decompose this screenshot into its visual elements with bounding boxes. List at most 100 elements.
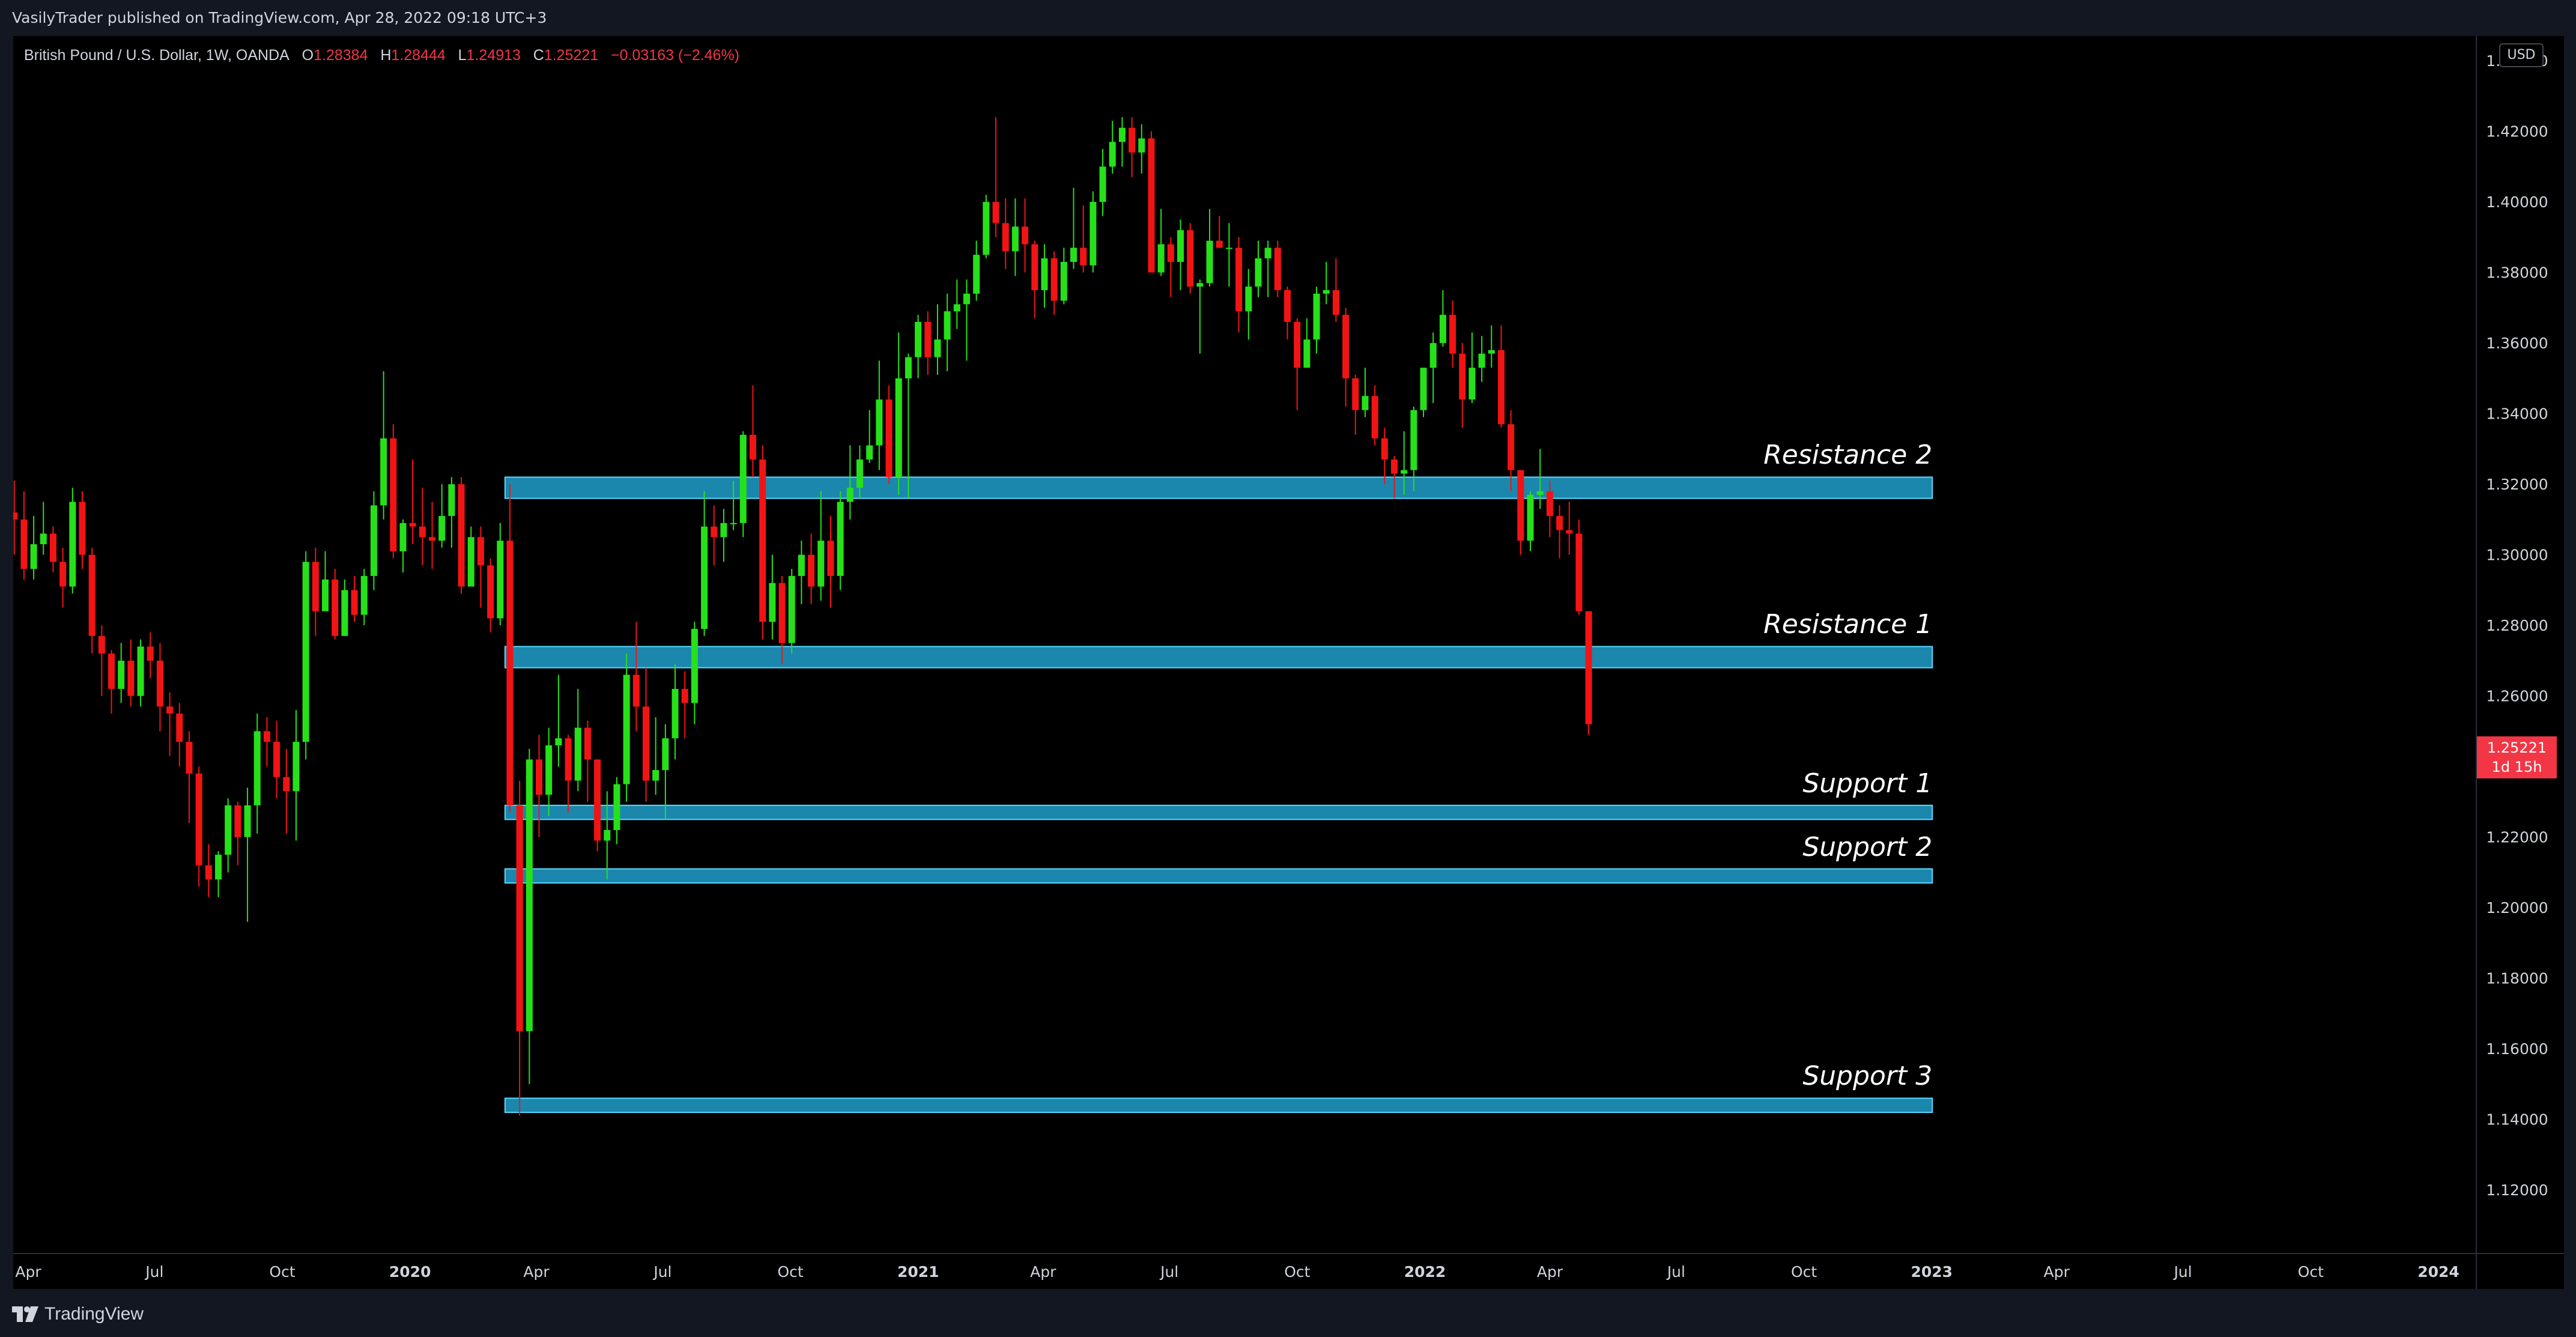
candle-body xyxy=(973,255,980,294)
time-tick-label: 2022 xyxy=(1404,1263,1446,1281)
candle-body xyxy=(195,773,202,866)
candle xyxy=(1323,262,1330,305)
candle-body xyxy=(1177,230,1184,262)
candles-layer xyxy=(13,117,1592,1116)
candle-body xyxy=(458,484,465,587)
candle-body xyxy=(574,727,581,781)
chart-area[interactable]: 1.440001.420001.400001.380001.360001.340… xyxy=(13,36,2564,1289)
candle-body xyxy=(79,502,86,555)
candle-body xyxy=(584,727,591,760)
resistance-1-zone[interactable] xyxy=(504,646,1933,668)
candle xyxy=(1118,117,1126,167)
candle xyxy=(1022,198,1029,273)
support-3-zone[interactable] xyxy=(504,1097,1933,1113)
candle xyxy=(1488,325,1495,368)
symbol-legend: British Pound / U.S. Dollar, 1W, OANDA O… xyxy=(24,47,739,64)
candle-body xyxy=(1323,290,1330,294)
candle xyxy=(973,240,980,301)
candle xyxy=(458,477,465,594)
candle xyxy=(1070,187,1077,269)
candle-body xyxy=(1148,138,1155,273)
candle xyxy=(536,735,543,837)
candle-body xyxy=(1303,339,1311,368)
candle-body xyxy=(536,759,543,795)
candle xyxy=(1148,131,1155,273)
candle xyxy=(1225,223,1232,287)
candle xyxy=(477,526,484,608)
candle-body xyxy=(759,459,766,622)
time-tick-label: 2021 xyxy=(897,1263,939,1281)
candle-body xyxy=(351,590,358,615)
candle xyxy=(1216,216,1223,248)
candle xyxy=(720,509,727,562)
candle xyxy=(1527,491,1534,551)
candle-body xyxy=(108,653,115,689)
candle-body xyxy=(1070,247,1077,262)
brand-name: TradingView xyxy=(44,1304,144,1324)
price-tick-label: 1.26000 xyxy=(2486,688,2548,705)
candle-body xyxy=(49,533,56,562)
time-tick-label: Oct xyxy=(1284,1263,1310,1281)
candle xyxy=(1041,244,1048,308)
price-tick-label: 1.32000 xyxy=(2486,476,2548,493)
candle xyxy=(59,547,67,608)
candle xyxy=(1187,223,1194,294)
candle xyxy=(380,371,387,520)
candle-body xyxy=(497,541,504,619)
candle xyxy=(769,554,776,640)
candle xyxy=(613,777,620,844)
candle-body xyxy=(604,829,611,841)
price-chart[interactable]: 1.440001.420001.400001.380001.360001.340… xyxy=(13,36,2564,1289)
time-axis[interactable]: Apr Jul Oct 2020 Apr Jul Oct 2021 Apr Jul Oct 2022 A… xyxy=(15,1263,2459,1281)
candle-body xyxy=(1420,368,1427,410)
tradingview-brand[interactable]: TradingView xyxy=(12,1302,144,1326)
support-2-zone[interactable] xyxy=(504,868,1933,884)
candle xyxy=(147,632,154,679)
price-tick-label: 1.38000 xyxy=(2486,264,2548,282)
candle-body xyxy=(1255,258,1262,287)
candle xyxy=(652,717,659,795)
candle-body xyxy=(1575,533,1583,611)
candle-body xyxy=(876,399,883,446)
candle xyxy=(283,748,290,834)
zones-layer xyxy=(504,476,1933,1113)
candle-body xyxy=(516,805,523,1031)
candle xyxy=(632,622,640,732)
time-tick-label: Jul xyxy=(1159,1263,1178,1281)
candle-body xyxy=(1274,247,1281,291)
candle-body xyxy=(1167,244,1174,262)
candle-body xyxy=(739,434,747,523)
candle-body xyxy=(1508,424,1515,470)
support-1-zone[interactable] xyxy=(504,804,1933,820)
currency-badge[interactable]: USD xyxy=(2499,43,2544,67)
candle xyxy=(351,575,358,622)
candle-body xyxy=(1002,223,1009,252)
candle-body xyxy=(934,339,941,357)
candle-body xyxy=(1157,244,1165,273)
candle-body xyxy=(1390,459,1398,474)
support-3-label: Support 3 xyxy=(1802,1061,1933,1092)
candle-body xyxy=(1216,240,1223,248)
candle-body xyxy=(1371,396,1378,438)
candle xyxy=(1468,332,1476,404)
candle-body xyxy=(244,805,251,837)
candle xyxy=(292,710,300,841)
candle-body xyxy=(1362,396,1369,410)
candle-body xyxy=(613,784,620,830)
candle-body xyxy=(1352,378,1359,410)
close-value: 1.25221 xyxy=(544,47,599,64)
candle-body xyxy=(1129,127,1136,153)
candle-body xyxy=(137,646,144,696)
resistance-2-zone[interactable] xyxy=(504,476,1933,499)
candle xyxy=(953,279,960,329)
candle xyxy=(225,798,232,873)
candle xyxy=(555,675,562,767)
candle-body xyxy=(671,688,679,739)
price-tick-label: 1.30000 xyxy=(2486,547,2548,564)
candle-body xyxy=(360,575,368,615)
time-tick-label: Oct xyxy=(269,1263,295,1281)
candle-body xyxy=(720,523,727,538)
price-axis[interactable]: 1.440001.420001.400001.380001.360001.340… xyxy=(2486,52,2548,1199)
candle-body xyxy=(98,635,105,654)
candle xyxy=(49,526,56,573)
